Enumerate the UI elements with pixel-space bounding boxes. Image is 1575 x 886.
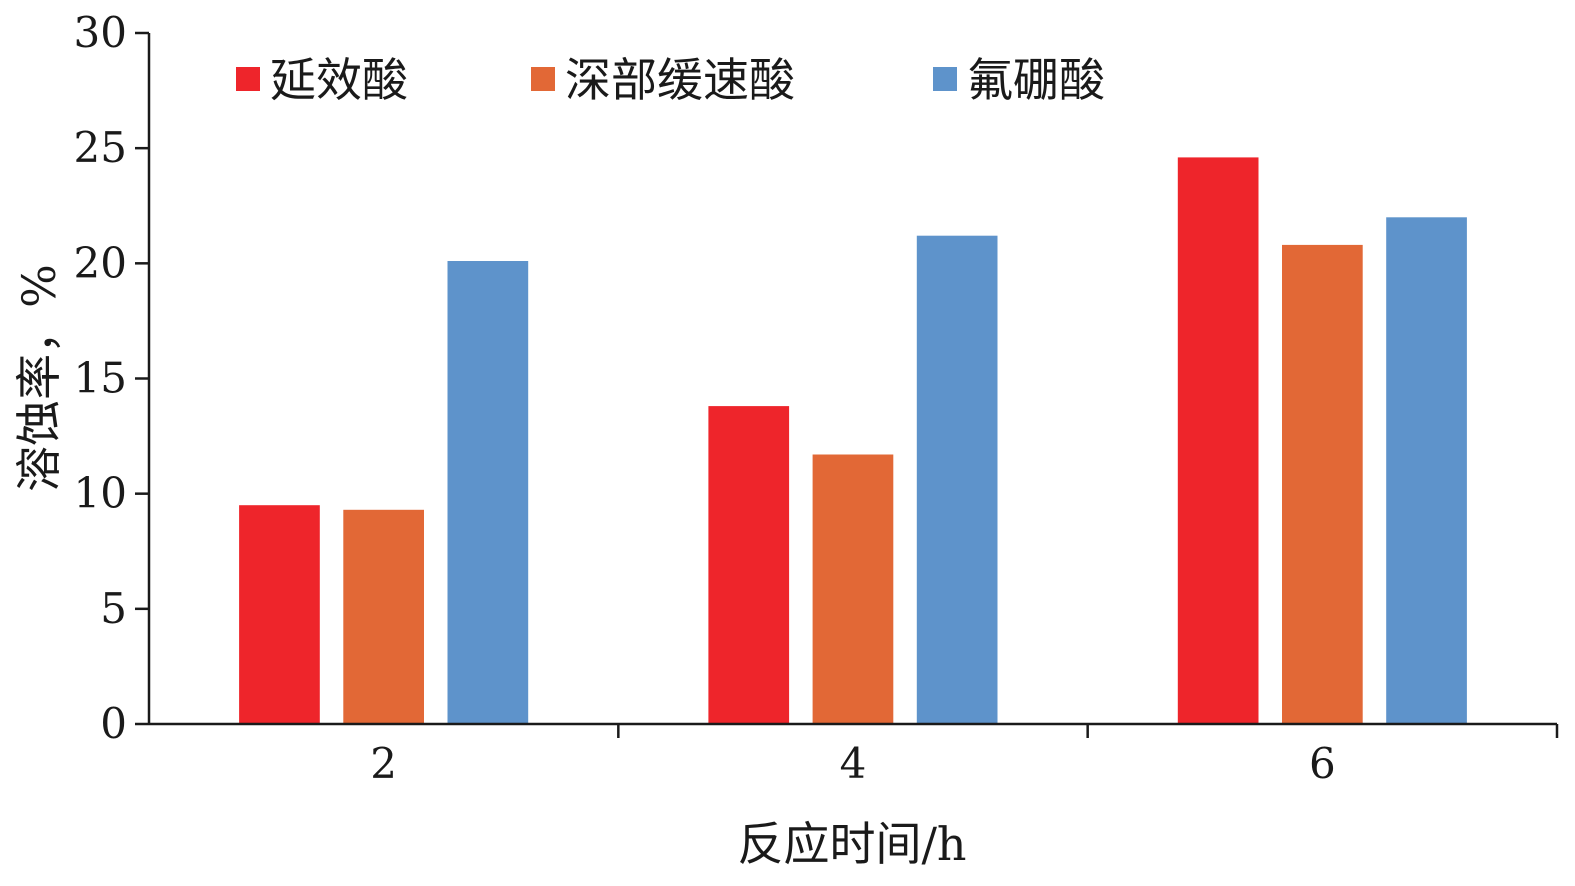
legend-label: 延效酸 [270,53,408,107]
legend: 延效酸 深部缓速酸 氟硼酸 [236,53,1105,107]
bar-1-2 [239,505,320,724]
x-ticks: 2 4 6 [370,724,1559,788]
x-tick-label: 4 [840,739,867,788]
x-axis-title: 反应时间/h [737,817,966,871]
x-tick-label: 2 [370,739,397,788]
y-tick-label: 10 [74,469,127,518]
legend-swatch [933,67,957,91]
y-tick-label: 30 [74,8,127,57]
y-tick-label: 0 [100,699,127,748]
bar-2-6 [1282,244,1363,724]
legend-label: 深部缓速酸 [565,53,795,107]
y-ticks: 0 5 10 15 20 25 30 [74,8,149,748]
bar-2-2 [343,509,424,724]
bar-3-2 [447,261,529,724]
y-tick-label: 20 [74,238,127,287]
y-tick-label: 15 [74,354,127,403]
x-tick-label: 6 [1309,739,1336,788]
bar-3-4 [916,235,998,724]
legend-swatch [236,67,260,91]
bars-layer [239,157,1467,725]
legend-swatch [531,67,555,91]
bar-1-6 [1177,157,1259,724]
bar-3-6 [1386,217,1467,725]
y-tick-label: 25 [74,123,127,172]
bar-2-4 [812,454,894,724]
y-axis-title: 溶蚀率，% [12,264,66,492]
y-tick-label: 5 [100,584,127,633]
legend-label: 氟硼酸 [967,53,1105,107]
bar-1-4 [708,406,790,724]
